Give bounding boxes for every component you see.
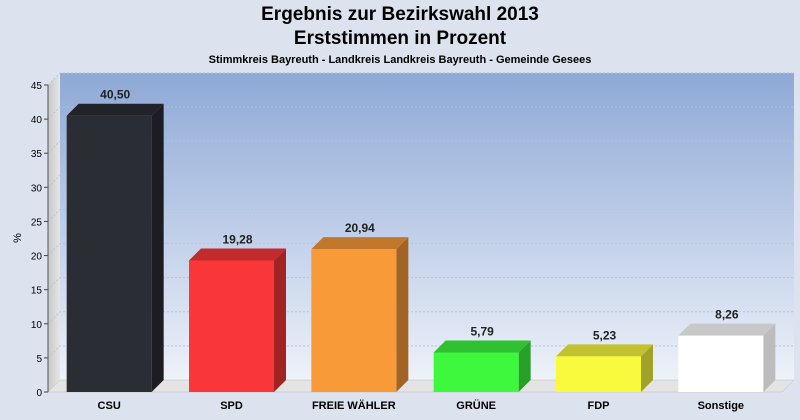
bar-top (189, 248, 286, 261)
data-label: 5,79 (470, 324, 494, 338)
bar-top (556, 344, 653, 357)
chart-subtitle: Erststimmen in Prozent (293, 28, 507, 49)
bar[interactable] (433, 352, 519, 392)
gridline (47, 243, 794, 256)
data-label: 8,26 (715, 308, 739, 322)
bar-side (396, 237, 409, 392)
bar[interactable] (556, 356, 641, 392)
bar[interactable] (311, 249, 397, 392)
data-label: 19,28 (222, 232, 252, 246)
x-tick-label: FDP (588, 400, 610, 412)
bar-side (641, 344, 653, 392)
x-tick-label: Sonstige (698, 400, 744, 412)
y-tick-label: 15 (31, 286, 43, 297)
data-label: 40,50 (100, 88, 130, 102)
data-label: 5,23 (593, 328, 617, 342)
gridline (47, 72, 794, 86)
gridline (47, 345, 794, 359)
x-tick-label: CSU (98, 400, 121, 412)
bar-top (678, 323, 776, 336)
gridline (47, 311, 794, 325)
bar-top (311, 237, 409, 250)
y-axis-label: % (12, 233, 24, 243)
x-tick-label: GRÜNE (456, 399, 496, 412)
y-tick-label: 10 (31, 320, 43, 331)
bar-top (66, 103, 164, 116)
gridline (47, 208, 794, 222)
gridline (47, 174, 794, 188)
bar[interactable] (678, 335, 764, 392)
gridline (47, 106, 794, 120)
bar-side (274, 248, 286, 392)
bar-top (433, 340, 531, 353)
bar-side (151, 103, 164, 392)
plot-left-wall (48, 73, 60, 392)
y-tick-label: 40 (31, 115, 43, 126)
x-tick-label: FREIE WÄHLER (312, 399, 396, 412)
y-tick-label: 0 (36, 388, 42, 399)
bar-side (763, 323, 776, 392)
bar[interactable] (66, 115, 152, 392)
y-tick-label: 45 (31, 81, 43, 92)
chart-title: Ergebnis zur Bezirkswahl 2013 (261, 4, 539, 25)
data-label: 20,94 (345, 221, 375, 235)
chart-location-subtitle: Stimmkreis Bayreuth - Landkreis Landkrei… (208, 54, 592, 66)
bar[interactable] (189, 260, 274, 392)
y-tick-label: 5 (36, 354, 42, 365)
x-tick-label: SPD (220, 400, 243, 412)
y-tick-label: 35 (31, 149, 43, 160)
y-tick-label: 30 (31, 183, 43, 194)
y-tick-label: 20 (31, 252, 43, 263)
bar-side (518, 340, 531, 392)
y-tick-label: 25 (31, 217, 43, 228)
gridline (47, 277, 794, 291)
gridline (47, 140, 794, 154)
